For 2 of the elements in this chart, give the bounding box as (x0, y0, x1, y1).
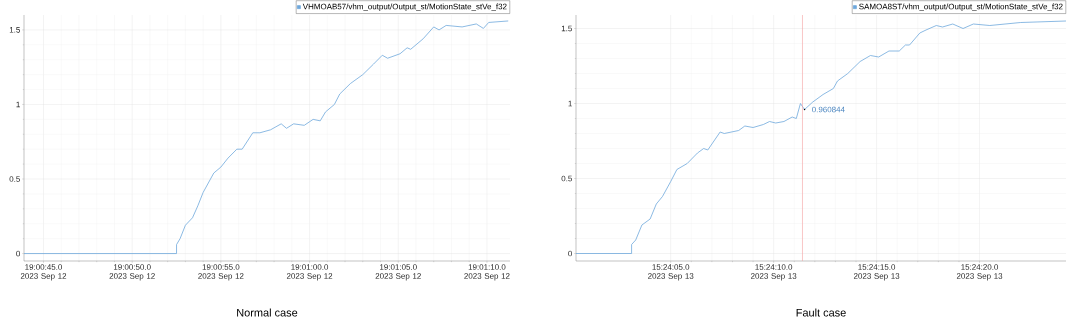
text: Fault case (796, 308, 846, 317)
text: Normal case (237, 308, 298, 317)
